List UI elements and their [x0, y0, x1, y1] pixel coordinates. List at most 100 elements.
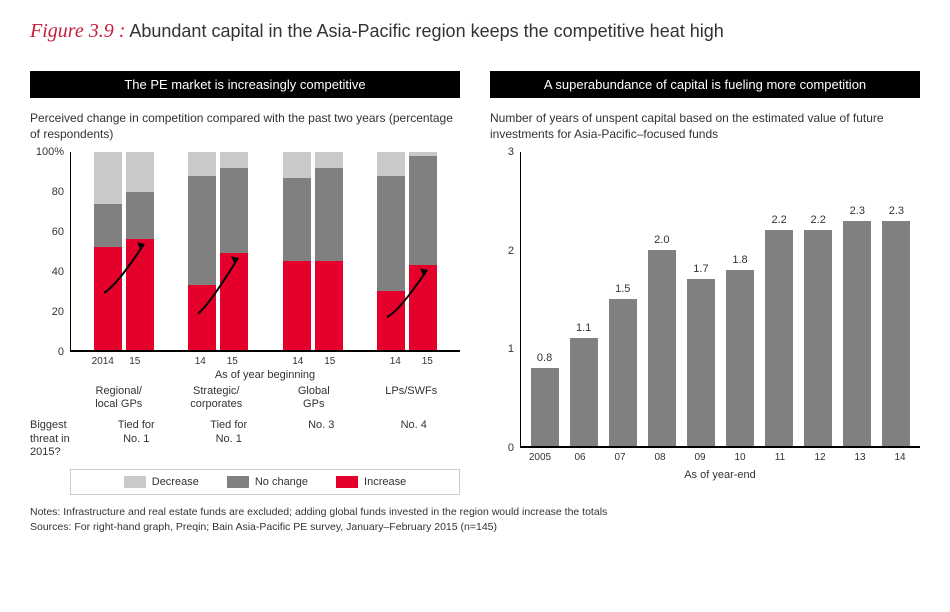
bar-value-label: 2.3: [850, 205, 865, 217]
right-bar: 2.2: [765, 230, 793, 446]
right-y-tick: 1: [508, 343, 514, 355]
legend-label: Decrease: [152, 476, 199, 488]
right-y-tick: 3: [508, 146, 514, 158]
bar-segment: [188, 152, 216, 176]
bar-group: [188, 152, 248, 350]
right-x-axis-title: As of year-end: [490, 469, 920, 481]
left-y-tick: 80: [52, 186, 64, 198]
bar-value-label: 2.2: [811, 214, 826, 226]
left-chart: 020406080100%: [30, 152, 460, 352]
bar-segment: [283, 152, 311, 178]
bar-stack: [94, 152, 122, 350]
right-bar: 0.8: [531, 368, 559, 446]
bar-segment: [94, 152, 122, 203]
bar-value-label: 2.2: [771, 214, 786, 226]
bar-stack: [409, 152, 437, 350]
right-bar: 1.1: [570, 338, 598, 446]
bar-segment: [377, 176, 405, 291]
left-x-label: 15: [413, 356, 441, 367]
bar-stack: [377, 152, 405, 350]
bar-stack: [315, 152, 343, 350]
bar-value-label: 1.1: [576, 322, 591, 334]
left-x-label: 14: [381, 356, 409, 367]
bar-segment: [283, 261, 311, 350]
figure-title: Figure 3.9 : Abundant capital in the Asi…: [30, 20, 920, 43]
bar-value-label: 1.8: [732, 254, 747, 266]
right-bar: 2.2: [804, 230, 832, 446]
threat-row: Biggest threat in 2015? Tied forNo. 1Tie…: [30, 419, 460, 459]
bar-segment: [220, 152, 248, 168]
right-x-label: 08: [646, 452, 674, 463]
right-x-label: 09: [686, 452, 714, 463]
left-x-label: 14: [186, 356, 214, 367]
legend-swatch: [227, 476, 249, 488]
left-chart-area: 020406080100% 201415141514151415 As of y…: [30, 152, 460, 495]
legend-label: Increase: [364, 476, 406, 488]
right-x-labels: 2005060708091011121314: [490, 452, 920, 463]
left-y-tick: 100%: [36, 146, 64, 158]
bar-segment: [126, 152, 154, 192]
legend-swatch: [336, 476, 358, 488]
bar-group: [283, 152, 343, 350]
figure-number: Figure 3.9 :: [30, 20, 125, 42]
bar-segment: [409, 265, 437, 350]
bar-stack: [283, 152, 311, 350]
bar-segment: [315, 152, 343, 168]
left-plot: [70, 152, 460, 352]
bar-group: [94, 152, 154, 350]
threat-value: Tied forNo. 1: [194, 419, 264, 445]
figure-caption: Abundant capital in the Asia-Pacific reg…: [129, 21, 723, 41]
left-x-label: 14: [284, 356, 312, 367]
right-chart-area: 0123 0.81.11.52.01.71.82.22.22.32.3 2005…: [490, 152, 920, 481]
right-chart: 0123 0.81.11.52.01.71.82.22.22.32.3: [490, 152, 920, 448]
bar-value-label: 2.3: [889, 205, 904, 217]
left-y-tick: 20: [52, 306, 64, 318]
bar-stack: [188, 152, 216, 350]
category-label: Regional/local GPs: [84, 385, 154, 411]
left-x-label: 15: [316, 356, 344, 367]
bar-segment: [377, 152, 405, 176]
legend-item: Increase: [336, 476, 406, 488]
threat-value: No. 3: [286, 419, 356, 445]
right-subtitle: Number of years of unspent capital based…: [490, 110, 920, 144]
threat-value: Tied forNo. 1: [101, 419, 171, 445]
bar-segment: [220, 253, 248, 350]
bar-segment: [377, 291, 405, 350]
bar-value-label: 1.5: [615, 283, 630, 295]
left-y-tick: 40: [52, 266, 64, 278]
bar-segment: [283, 178, 311, 261]
right-x-label: 2005: [526, 452, 554, 463]
right-x-label: 11: [766, 452, 794, 463]
left-y-tick: 60: [52, 226, 64, 238]
right-y-axis: 0123: [490, 152, 520, 448]
legend-label: No change: [255, 476, 308, 488]
right-x-label: 06: [566, 452, 594, 463]
bar-segment: [409, 156, 437, 265]
bar-value-label: 0.8: [537, 352, 552, 364]
right-panel-header: A superabundance of capital is fueling m…: [490, 71, 920, 98]
bar-segment: [126, 192, 154, 240]
bar-segment: [315, 168, 343, 261]
right-y-tick: 2: [508, 245, 514, 257]
left-subtitle: Perceived change in competition compared…: [30, 110, 460, 144]
legend-swatch: [124, 476, 146, 488]
category-label: Strategic/corporates: [181, 385, 251, 411]
threat-value: No. 4: [379, 419, 449, 445]
right-x-label: 07: [606, 452, 634, 463]
category-label: GlobalGPs: [279, 385, 349, 411]
bar-segment: [188, 176, 216, 285]
left-panel: The PE market is increasingly competitiv…: [30, 71, 460, 495]
right-bar: 2.3: [882, 221, 910, 446]
left-panel-header: The PE market is increasingly competitiv…: [30, 71, 460, 98]
right-bar: 1.5: [609, 299, 637, 446]
bar-value-label: 1.7: [693, 263, 708, 275]
legend-item: No change: [227, 476, 308, 488]
right-panel: A superabundance of capital is fueling m…: [490, 71, 920, 495]
left-x-labels: 201415141514151415: [30, 356, 460, 367]
right-bar: 1.8: [726, 270, 754, 446]
left-x-label: 15: [218, 356, 246, 367]
right-bar: 2.3: [843, 221, 871, 446]
left-x-axis-title: As of year beginning: [30, 369, 460, 381]
bar-stack: [126, 152, 154, 350]
right-plot: 0.81.11.52.01.71.82.22.22.32.3: [520, 152, 920, 448]
